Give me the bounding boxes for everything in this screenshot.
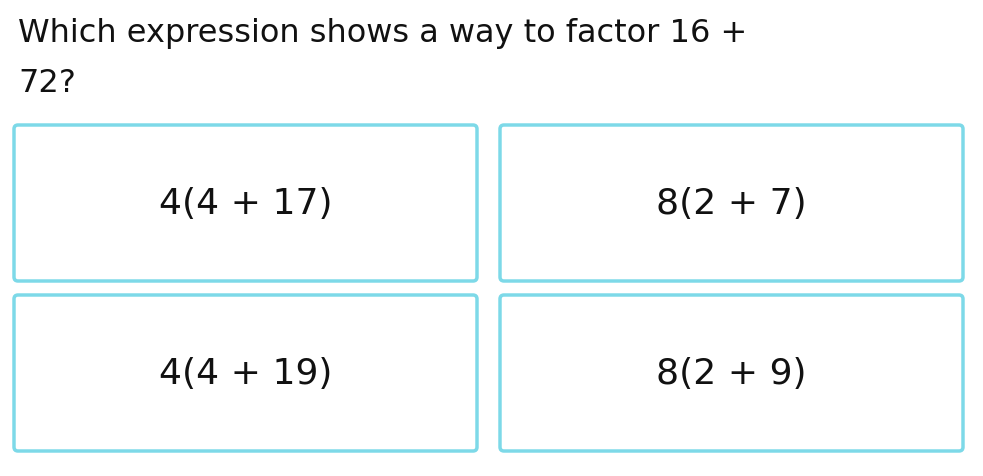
FancyBboxPatch shape [14,296,477,451]
Text: 8(2 + 9): 8(2 + 9) [657,356,807,390]
FancyBboxPatch shape [500,126,963,281]
Text: Which expression shows a way to factor 16 +: Which expression shows a way to factor 1… [18,18,747,49]
FancyBboxPatch shape [500,296,963,451]
FancyBboxPatch shape [14,126,477,281]
Text: 4(4 + 17): 4(4 + 17) [158,187,332,220]
Text: 4(4 + 19): 4(4 + 19) [159,356,332,390]
Text: 8(2 + 7): 8(2 + 7) [657,187,807,220]
Text: 72?: 72? [18,68,76,99]
